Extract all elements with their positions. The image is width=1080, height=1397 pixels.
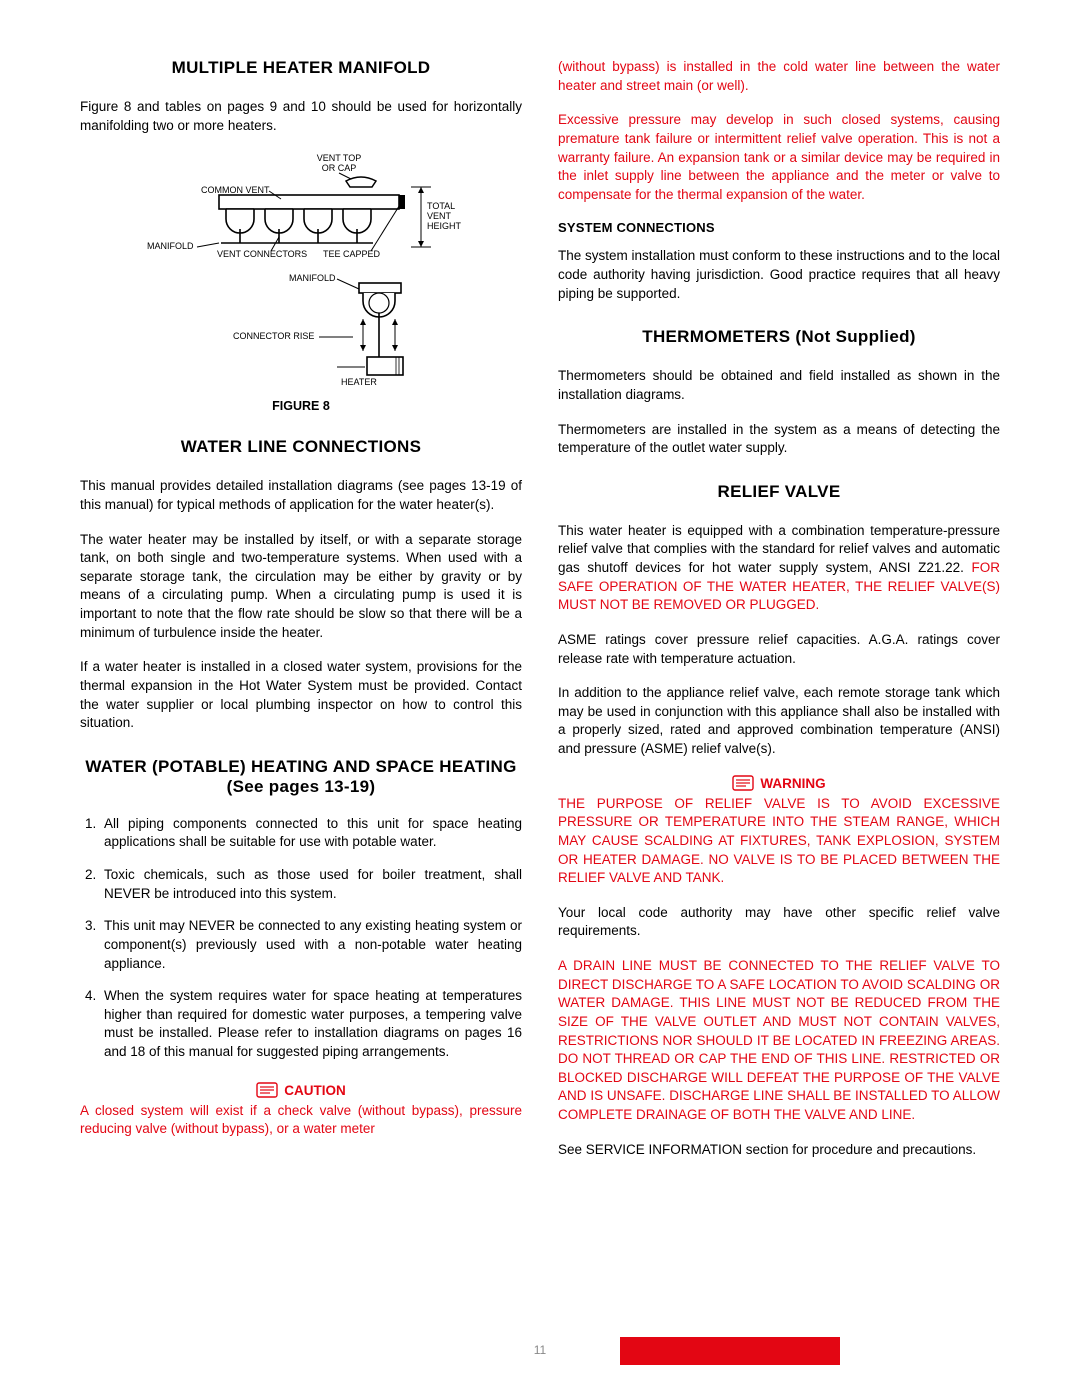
list-item: Toxic chemicals, such as those used for … bbox=[100, 866, 522, 903]
heading-system-connections: SYSTEM CONNECTIONS bbox=[558, 220, 1000, 235]
para-r9: Your local code authority may have other… bbox=[558, 904, 1000, 941]
caution-heading: CAUTION bbox=[80, 1082, 522, 1098]
para-r10: A DRAIN LINE MUST BE CONNECTED TO THE RE… bbox=[558, 957, 1000, 1125]
warning-body: THE PURPOSE OF RELIEF VALVE IS TO AVOID … bbox=[558, 795, 1000, 888]
warning-heading: WARNING bbox=[558, 775, 1000, 791]
para-r11: See SERVICE INFORMATION section for proc… bbox=[558, 1141, 1000, 1160]
lbl-common-vent: COMMON VENT bbox=[201, 185, 270, 195]
lbl-height: HEIGHT bbox=[427, 221, 461, 231]
lbl-heater: HEATER bbox=[341, 377, 377, 387]
lbl-vent-connectors: VENT CONNECTORS bbox=[217, 249, 307, 259]
para-r6a: This water heater is equipped with a com… bbox=[558, 523, 1000, 575]
figure-caption: FIGURE 8 bbox=[80, 399, 522, 413]
list-item: All piping components connected to this … bbox=[100, 815, 522, 852]
right-column: (without bypass) is installed in the col… bbox=[558, 58, 1000, 1159]
caution-icon bbox=[256, 1082, 278, 1098]
para-r1: (without bypass) is installed in the col… bbox=[558, 58, 1000, 95]
para-r3: The system installation must conform to … bbox=[558, 247, 1000, 303]
lbl-total: TOTAL bbox=[427, 201, 455, 211]
page-container: MULTIPLE HEATER MANIFOLD Figure 8 and ta… bbox=[0, 0, 1080, 1199]
figure-8: VENT TOP OR CAP COMMON VENT TOTAL VENT H… bbox=[80, 151, 522, 391]
heading-thermometers: THERMOMETERS (Not Supplied) bbox=[558, 327, 1000, 347]
caution-label: CAUTION bbox=[284, 1083, 346, 1098]
lbl-vent-top: VENT TOP bbox=[317, 153, 362, 163]
warning-label: WARNING bbox=[760, 776, 825, 791]
heading-potable: WATER (POTABLE) HEATING AND SPACE HEATIN… bbox=[80, 757, 522, 797]
lbl-manifold-left: MANIFOLD bbox=[147, 241, 194, 251]
para-fig-intro: Figure 8 and tables on pages 9 and 10 sh… bbox=[80, 98, 522, 135]
lbl-manifold-right: MANIFOLD bbox=[289, 273, 336, 283]
para-wl-3: If a water heater is installed in a clos… bbox=[80, 658, 522, 733]
potable-list: All piping components connected to this … bbox=[80, 815, 522, 1062]
footer-red-block bbox=[620, 1337, 840, 1365]
left-column: MULTIPLE HEATER MANIFOLD Figure 8 and ta… bbox=[80, 58, 522, 1159]
para-r5: Thermometers are installed in the system… bbox=[558, 421, 1000, 458]
heading-water-line: WATER LINE CONNECTIONS bbox=[80, 437, 522, 457]
lbl-vent: VENT bbox=[427, 211, 452, 221]
para-r2: Excessive pressure may develop in such c… bbox=[558, 111, 1000, 204]
para-wl-1: This manual provides detailed installati… bbox=[80, 477, 522, 514]
para-r6: This water heater is equipped with a com… bbox=[558, 522, 1000, 615]
heading-multiple-heater: MULTIPLE HEATER MANIFOLD bbox=[80, 58, 522, 78]
list-item: This unit may NEVER be connected to any … bbox=[100, 917, 522, 973]
para-r4: Thermometers should be obtained and fiel… bbox=[558, 367, 1000, 404]
heading-relief-valve: RELIEF VALVE bbox=[558, 482, 1000, 502]
para-r8: In addition to the appliance relief valv… bbox=[558, 684, 1000, 759]
caution-body: A closed system will exist if a check va… bbox=[80, 1102, 522, 1139]
page-number: 11 bbox=[0, 1343, 1080, 1357]
warning-icon bbox=[732, 775, 754, 791]
lbl-connector-rise: CONNECTOR RISE bbox=[233, 331, 314, 341]
list-item: When the system requires water for space… bbox=[100, 987, 522, 1062]
para-wl-2: The water heater may be installed by its… bbox=[80, 531, 522, 643]
lbl-or-cap: OR CAP bbox=[322, 163, 357, 173]
para-r7: ASME ratings cover pressure relief capac… bbox=[558, 631, 1000, 668]
